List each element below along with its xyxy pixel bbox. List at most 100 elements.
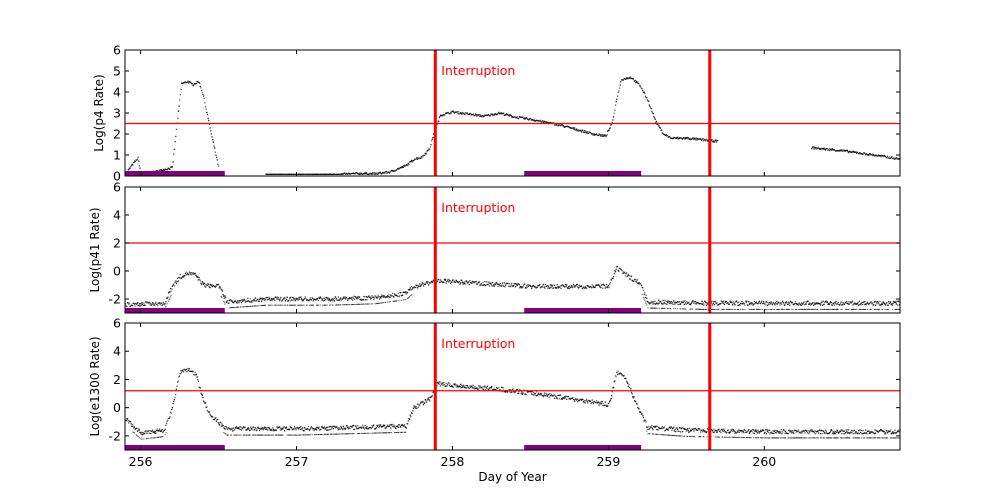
data-point: [252, 427, 254, 429]
data-point: [402, 299, 404, 301]
data-point: [185, 271, 187, 273]
y-axis-label: Log(p4 Rate): [92, 74, 106, 151]
data-point: [445, 282, 447, 284]
data-point: [282, 427, 285, 429]
data-point: [671, 429, 673, 431]
data-point: [502, 112, 505, 114]
data-point: [627, 382, 629, 385]
data-point: [198, 82, 201, 84]
data-point: [829, 302, 831, 304]
data-point: [408, 296, 410, 298]
data-point: [527, 284, 529, 286]
data-point: [250, 428, 253, 430]
data-point: [473, 388, 475, 390]
data-point: [731, 304, 734, 306]
data-point: [567, 286, 570, 288]
data-point: [408, 418, 411, 420]
data-point: [877, 155, 879, 157]
data-point: [375, 296, 378, 299]
data-point: [350, 433, 353, 435]
data-point: [701, 303, 704, 305]
data-point: [768, 303, 770, 306]
data-point: [642, 289, 645, 292]
data-point: [556, 397, 558, 400]
data-point: [644, 292, 646, 294]
data-point: [458, 385, 461, 387]
data-point: [419, 402, 422, 404]
data-point: [858, 304, 860, 306]
data-point: [525, 393, 527, 396]
data-point: [280, 304, 282, 306]
data-point: [793, 303, 795, 305]
data-point: [433, 279, 435, 281]
data-point: [848, 432, 850, 434]
data-point: [205, 108, 207, 110]
data-point: [151, 430, 153, 433]
data-point: [485, 386, 487, 389]
data-point: [326, 298, 328, 300]
data-point: [532, 391, 535, 394]
data-point: [215, 156, 218, 159]
data-point: [842, 437, 844, 439]
data-point: [800, 304, 802, 306]
data-point: [441, 382, 444, 384]
data-point: [386, 425, 388, 428]
data-point: [127, 419, 129, 422]
data-point: [145, 301, 148, 303]
data-point: [782, 308, 784, 310]
data-point: [646, 426, 649, 428]
data-point: [627, 274, 629, 277]
data-point: [682, 301, 684, 304]
data-point: [758, 301, 760, 303]
data-point: [636, 81, 638, 83]
data-point: [849, 151, 852, 153]
data-point: [203, 401, 205, 403]
data-point: [629, 76, 631, 78]
data-point: [148, 432, 151, 435]
data-point: [396, 295, 399, 298]
data-point: [873, 304, 875, 306]
data-point: [377, 294, 379, 296]
data-point: [227, 434, 229, 436]
data-point: [625, 272, 628, 274]
data-point: [731, 428, 733, 430]
data-point: [398, 300, 400, 302]
data-point: [229, 429, 231, 431]
data-point: [182, 369, 184, 371]
data-point: [321, 433, 323, 435]
data-point: [186, 274, 188, 276]
data-point: [889, 430, 891, 433]
data-point: [268, 304, 270, 306]
data-point: [482, 281, 484, 284]
data-point: [568, 126, 570, 128]
data-point: [879, 429, 881, 432]
data-point: [591, 284, 593, 286]
data-point: [522, 116, 524, 118]
data-point: [686, 428, 689, 430]
data-point: [340, 433, 342, 435]
data-point: [774, 302, 777, 304]
data-point: [155, 301, 157, 303]
data-point: [592, 401, 594, 404]
data-point: [315, 427, 317, 429]
data-point: [386, 295, 389, 297]
data-point: [138, 303, 141, 305]
data-point: [651, 301, 654, 303]
data-point: [406, 163, 408, 166]
data-point: [860, 437, 862, 439]
data-point: [830, 429, 832, 431]
data-point: [572, 286, 574, 289]
data-point: [592, 134, 595, 136]
data-point: [458, 385, 460, 388]
data-point: [873, 154, 875, 156]
data-point: [637, 282, 640, 284]
data-point: [695, 303, 697, 305]
data-point: [564, 283, 567, 286]
data-point: [281, 300, 283, 302]
data-point: [458, 111, 460, 113]
data-point: [249, 429, 251, 431]
data-point: [236, 302, 238, 304]
data-point: [218, 423, 220, 425]
data-point: [831, 437, 833, 439]
data-point: [267, 296, 269, 299]
